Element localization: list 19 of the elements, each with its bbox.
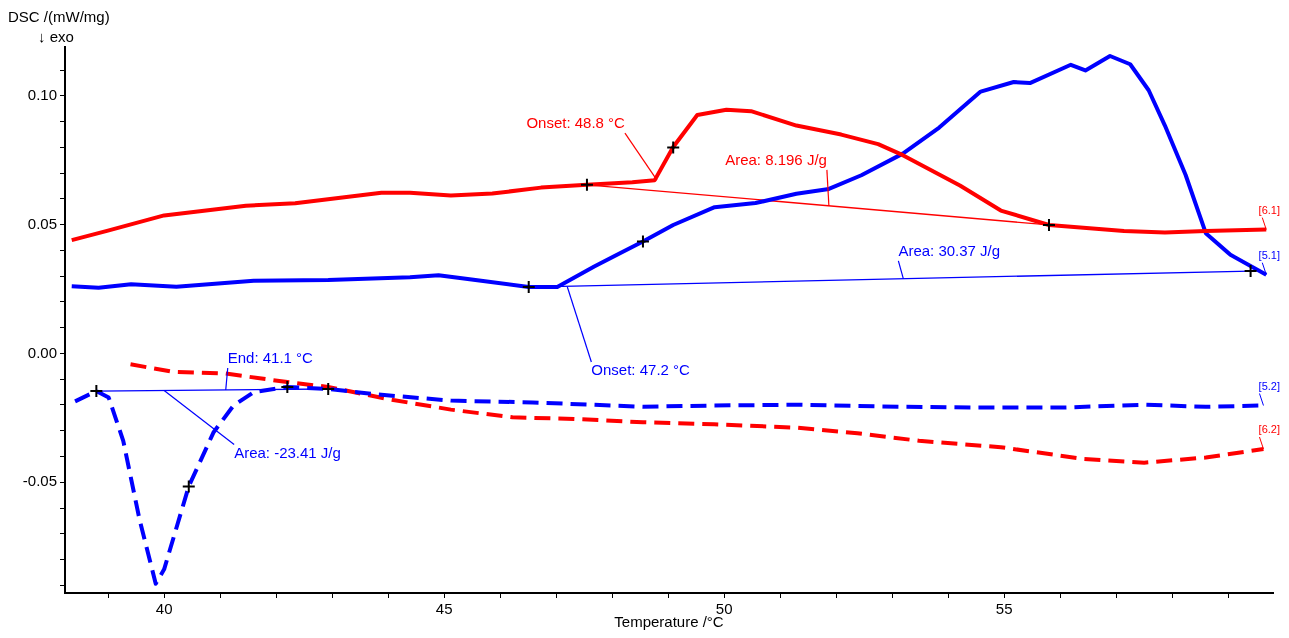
series-label: [5.1]	[1258, 248, 1280, 261]
x-tick-label: 55	[995, 600, 1013, 618]
y-tick-label: -0.05	[22, 472, 57, 490]
series-label: [6.2]	[1258, 423, 1280, 436]
annotation: Onset: 47.2 °C	[591, 361, 691, 379]
x-tick-label: 45	[435, 600, 453, 618]
text: ↓ exo	[38, 28, 74, 46]
annotation: Onset: 48.8 °C	[526, 114, 626, 132]
annotation: End: 41.1 °C	[227, 349, 314, 367]
annotation: Area: 8.196 J/g	[725, 151, 827, 169]
annotation: Area: -23.41 J/g	[234, 443, 341, 461]
series-label: [6.1]	[1258, 203, 1280, 216]
y-tick-label: 0.10	[27, 86, 57, 104]
y-tick-label: 0.00	[27, 343, 57, 361]
y-tick-label: 0.05	[27, 214, 57, 232]
series-label: [5.2]	[1258, 379, 1280, 392]
x-tick-label: 40	[155, 600, 173, 618]
annotation: Area: 30.37 J/g	[898, 241, 1001, 259]
y-axis-title: DSC /(mW/mg)	[8, 8, 110, 26]
